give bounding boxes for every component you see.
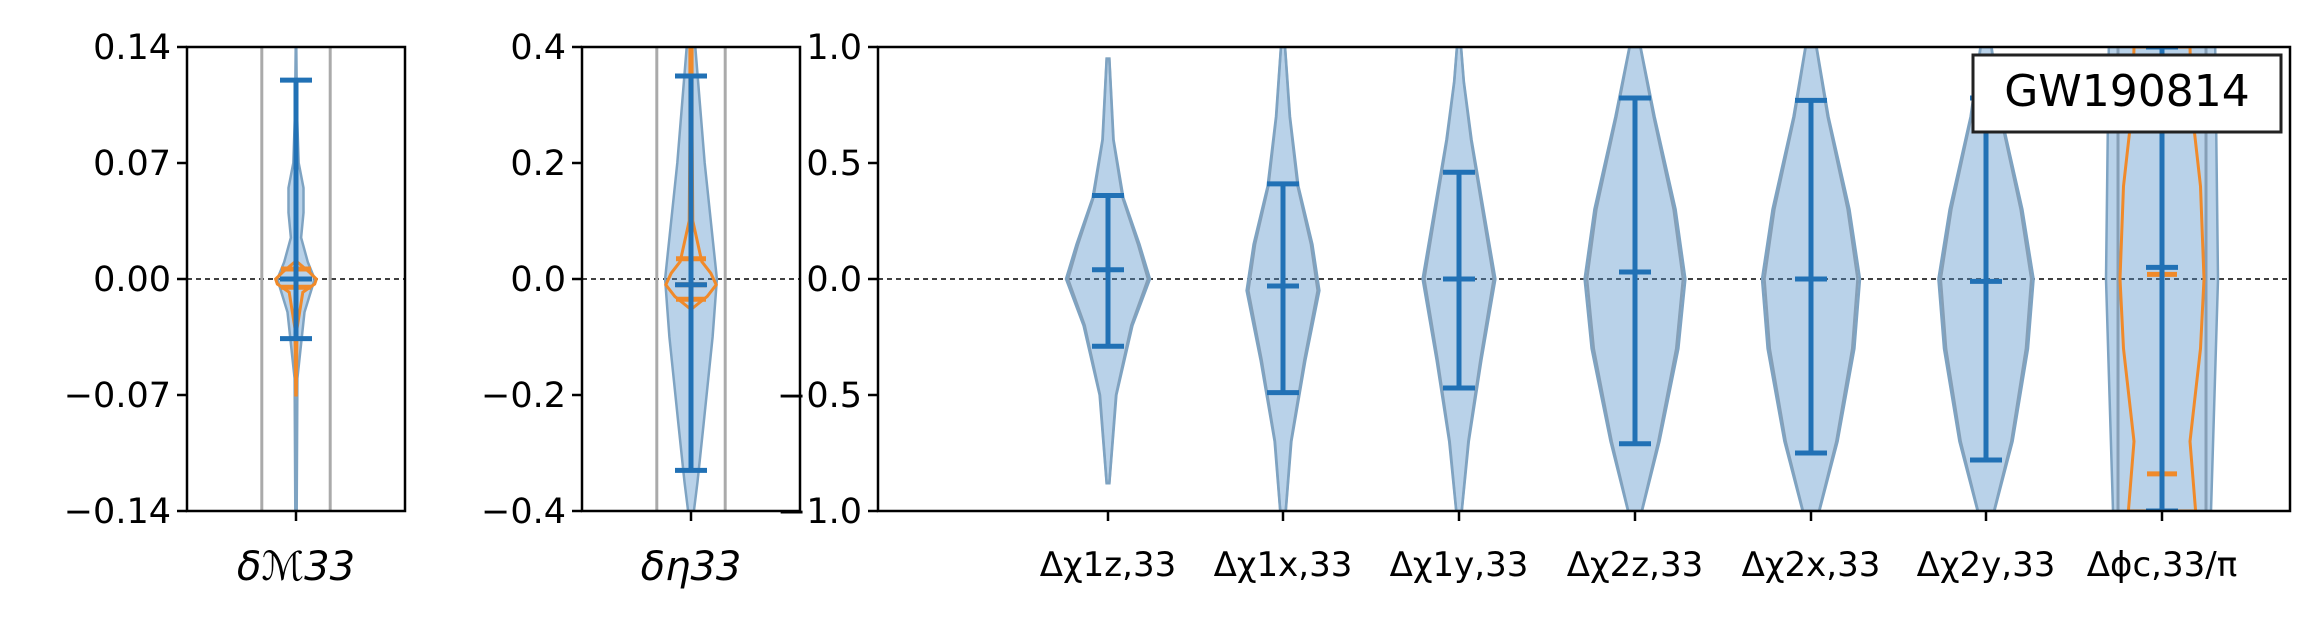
y-tick-label: −0.5 <box>777 376 862 416</box>
category-label: Δχ1x,33 <box>1214 545 1353 585</box>
prior-violin-outline <box>1763 47 1859 511</box>
y-tick-label: 0.4 <box>510 28 566 68</box>
category-label: Δχ2x,33 <box>1742 545 1881 585</box>
category-label: Δχ1y,33 <box>1390 545 1529 585</box>
y-tick-label: −0.2 <box>481 376 566 416</box>
category-label: Δχ2z,33 <box>1567 545 1703 585</box>
event-legend-label: GW190814 <box>2004 66 2250 117</box>
y-tick-label: −1.0 <box>777 492 862 532</box>
y-tick-label: 1.0 <box>806 28 862 68</box>
y-tick-label: 0.5 <box>806 144 862 184</box>
y-tick-label: −0.07 <box>64 376 171 416</box>
eta-panel: 0.4 0.2 0.0 −0.2 −0.4 δη33 <box>481 28 802 590</box>
y-tick-label: 0.00 <box>93 260 171 300</box>
y-tick-label: 0.2 <box>510 144 566 184</box>
category-label: Δχ1z,33 <box>1040 545 1176 585</box>
event-legend-box <box>1971 53 2283 134</box>
category-label: Δχ2y,33 <box>1917 545 2056 585</box>
prior-violin-outline <box>1585 47 1685 511</box>
prior-violin-outline <box>1939 47 2033 511</box>
spin-phase-panel: 1.0 0.5 0.0 −0.5 −1.0 Δχ1z,33 Δχ1x,33 Δχ1y,33 Δ… <box>777 28 2292 585</box>
violin-group <box>582 47 800 511</box>
chirp-mass-category-label: δℳ33 <box>237 544 355 590</box>
event-legend: GW190814 <box>1971 53 2283 134</box>
violin-group <box>187 47 405 511</box>
violin-group <box>878 47 2290 511</box>
y-tick-label: 0.14 <box>93 28 171 68</box>
y-tick-label: 0.0 <box>806 260 862 300</box>
injection-violin <box>2118 47 2206 511</box>
y-tick-label: 0.0 <box>510 260 566 300</box>
chirp-mass-panel: 0.14 0.07 0.00 −0.07 −0.14 δℳ33 <box>64 28 407 590</box>
injection-violin <box>664 47 718 310</box>
eta-category-label: δη33 <box>641 544 742 590</box>
y-tick-label: −0.4 <box>481 492 566 532</box>
y-tick-label: −0.14 <box>64 492 171 532</box>
y-tick-label: 0.07 <box>93 144 171 184</box>
category-label: Δϕc,33/π <box>2087 545 2237 585</box>
